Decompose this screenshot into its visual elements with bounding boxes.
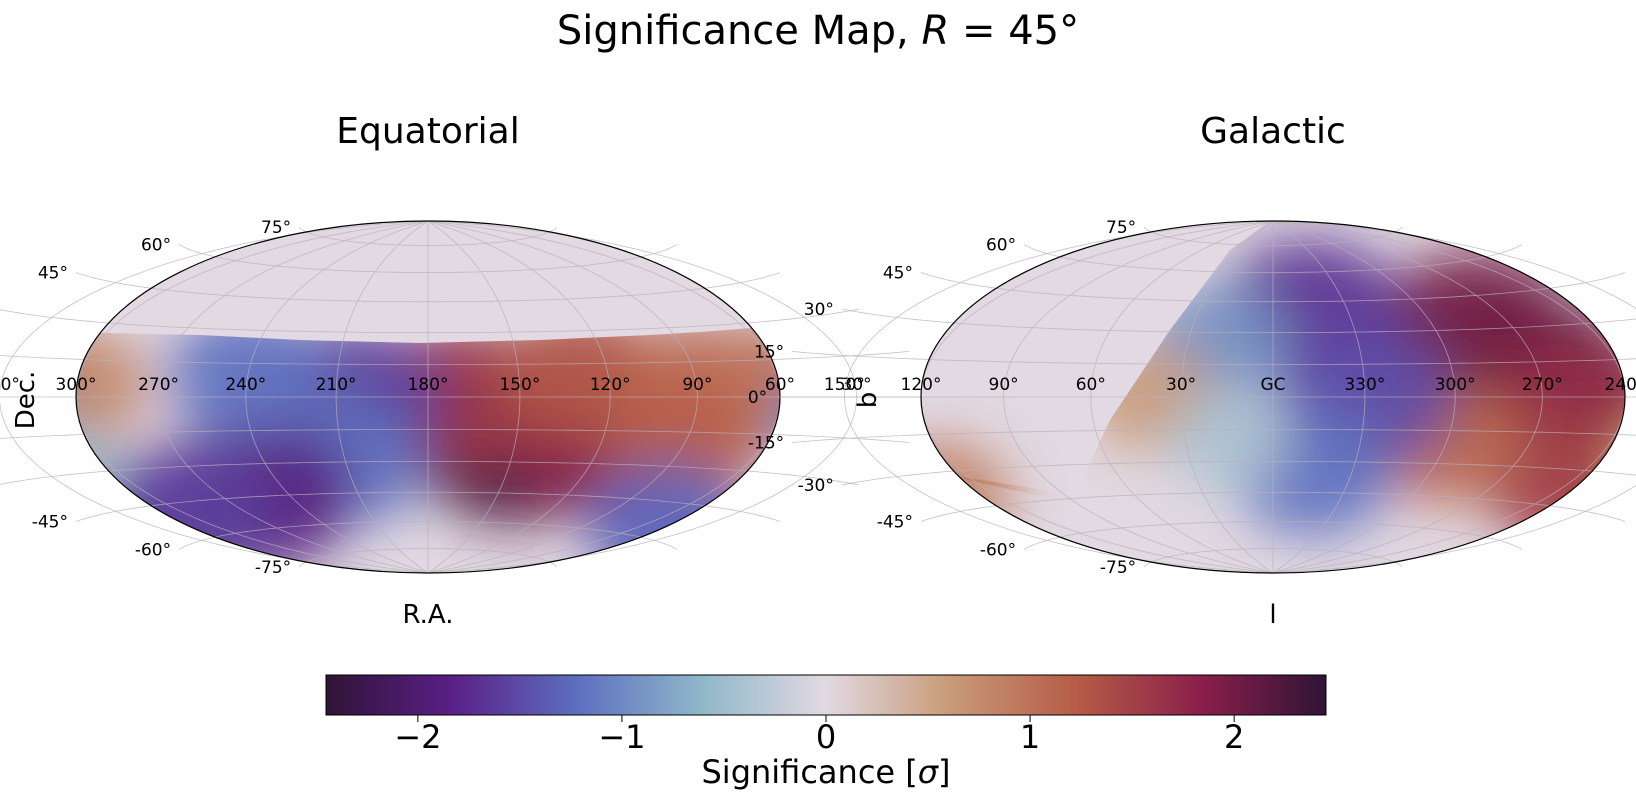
graticule-meridian bbox=[427, 220, 611, 574]
lat-tick-label: 75° bbox=[1106, 218, 1136, 238]
lon-tick-label: 270° bbox=[138, 375, 179, 395]
colorbar-tick-label: 0 bbox=[816, 718, 836, 756]
lon-tick-label: 300° bbox=[56, 375, 97, 395]
colorbar-gradient bbox=[325, 674, 1327, 716]
lat-tick-label: 30° bbox=[804, 300, 834, 320]
lat-tick-label: -60° bbox=[135, 540, 171, 560]
lon-tick-label: 30° bbox=[842, 375, 872, 395]
graticule-meridian bbox=[1272, 220, 1543, 574]
lon-tick-label: 30° bbox=[1166, 375, 1196, 395]
graticule-meridian bbox=[0, 220, 429, 574]
lon-tick-label: 270° bbox=[1522, 375, 1563, 395]
colorbar-tick-label: −2 bbox=[394, 718, 441, 756]
lat-tick-label: -30° bbox=[798, 476, 834, 496]
heatmap-region bbox=[585, 462, 749, 573]
colorbar-label-text: Significance [ bbox=[701, 753, 917, 791]
lon-tick-label: 60° bbox=[765, 375, 795, 395]
lat-tick-label: 45° bbox=[883, 264, 913, 284]
map-border-galactic bbox=[920, 220, 1626, 574]
graticule-meridian bbox=[1272, 220, 1636, 574]
graticule-meridian bbox=[1180, 220, 1274, 574]
graticule-meridian bbox=[1003, 220, 1274, 574]
lat-tick-label: 0° bbox=[748, 388, 767, 408]
axis-label-l: l bbox=[1269, 600, 1276, 630]
lon-tick-label: 90° bbox=[989, 375, 1019, 395]
lon-tick-label: 330° bbox=[1344, 375, 1385, 395]
figure-title-rest: = 45° bbox=[949, 8, 1079, 54]
lat-tick-label: 60° bbox=[986, 236, 1016, 256]
graticule-meridian bbox=[245, 220, 429, 574]
colorbar-label-close: ] bbox=[938, 753, 950, 791]
colorbar-label-symbol: σ bbox=[918, 753, 940, 791]
graticule-meridian bbox=[158, 220, 429, 574]
lon-tick-label: 210° bbox=[316, 375, 357, 395]
lat-tick-label: -75° bbox=[1100, 558, 1136, 578]
colorbar-tick-label: −1 bbox=[598, 718, 645, 756]
figure-title-text: Significance Map, bbox=[557, 8, 922, 54]
lon-tick-label: 300° bbox=[1435, 375, 1476, 395]
heatmap-region bbox=[1167, 391, 1291, 490]
axis-label-dec: Dec. bbox=[11, 371, 41, 430]
lon-tick-label: 330° bbox=[0, 375, 20, 395]
axis-label-b: b bbox=[853, 392, 883, 409]
lon-tick-label: 120° bbox=[901, 375, 942, 395]
lat-tick-label: 60° bbox=[141, 236, 171, 256]
colorbar-ticks: −2 −1 0 1 2 bbox=[394, 715, 1244, 756]
lat-tick-label: -60° bbox=[980, 540, 1016, 560]
colorbar-tick-label: 2 bbox=[1224, 718, 1244, 756]
lon-tick-label: 180° bbox=[408, 375, 449, 395]
lat-tick-labels-equatorial: 75°60°45°30°15°0°-15°-30°-45°-60°-75° bbox=[32, 218, 291, 578]
map-equatorial: 330° 300° 270° 240° 210° 180° 150° 120° 90° 60° 30… bbox=[0, 218, 926, 630]
panel-title-galactic: Galactic bbox=[1200, 111, 1346, 152]
lon-tick-label: 120° bbox=[590, 375, 631, 395]
lon-tick-label: 150° bbox=[824, 375, 865, 395]
colorbar-label: Significance [σ] bbox=[701, 753, 950, 791]
heatmap-region bbox=[1617, 411, 1625, 521]
figure-title: Significance Map, R = 45° bbox=[557, 8, 1079, 54]
lat-tick-label: 15° bbox=[754, 342, 784, 362]
lat-tick-label: -75° bbox=[255, 558, 291, 578]
graticule-meridian bbox=[843, 220, 1274, 574]
lat-tick-labels-galactic: 75° 60° 45° 30° 15° 0° -15° -30° -45° -60° -75° bbox=[748, 218, 1136, 578]
heatmap-region bbox=[1617, 411, 1625, 521]
axis-label-ra: R.A. bbox=[403, 600, 454, 630]
map-galactic: 150°120°90°60°30°GC330°300°270°240°210° … bbox=[748, 218, 1636, 630]
lon-tick-label: 60° bbox=[1076, 375, 1106, 395]
figure-title-var: R bbox=[921, 8, 949, 54]
lon-tick-label: 240° bbox=[225, 375, 266, 395]
colorbar-tick-label: 1 bbox=[1020, 718, 1040, 756]
lat-tick-label: -45° bbox=[32, 513, 68, 533]
graticule-meridian bbox=[335, 220, 429, 574]
lon-tick-label: 90° bbox=[682, 375, 712, 395]
graticule-meridian bbox=[1272, 220, 1456, 574]
colorbar: −2 −1 0 1 2 Significance [σ] bbox=[325, 674, 1327, 791]
graticule-meridian bbox=[427, 220, 521, 574]
lon-tick-label: 150° bbox=[499, 375, 540, 395]
graticule-meridian bbox=[427, 220, 698, 574]
graticule-meridian bbox=[1272, 220, 1366, 574]
lat-tick-label: 75° bbox=[261, 218, 291, 238]
lat-tick-label: -45° bbox=[877, 513, 913, 533]
lon-tick-label: GC bbox=[1260, 375, 1285, 395]
lat-tick-label: 45° bbox=[38, 264, 68, 284]
lon-tick-labels-equatorial: 330° 300° 270° 240° 210° 180° 150° 120° 90° 60° 30… bbox=[0, 375, 872, 395]
lon-tick-label: 240° bbox=[1605, 375, 1636, 395]
graticule-meridian bbox=[1090, 220, 1274, 574]
panel-title-equatorial: Equatorial bbox=[336, 111, 519, 152]
lat-tick-label: -15° bbox=[748, 434, 784, 454]
